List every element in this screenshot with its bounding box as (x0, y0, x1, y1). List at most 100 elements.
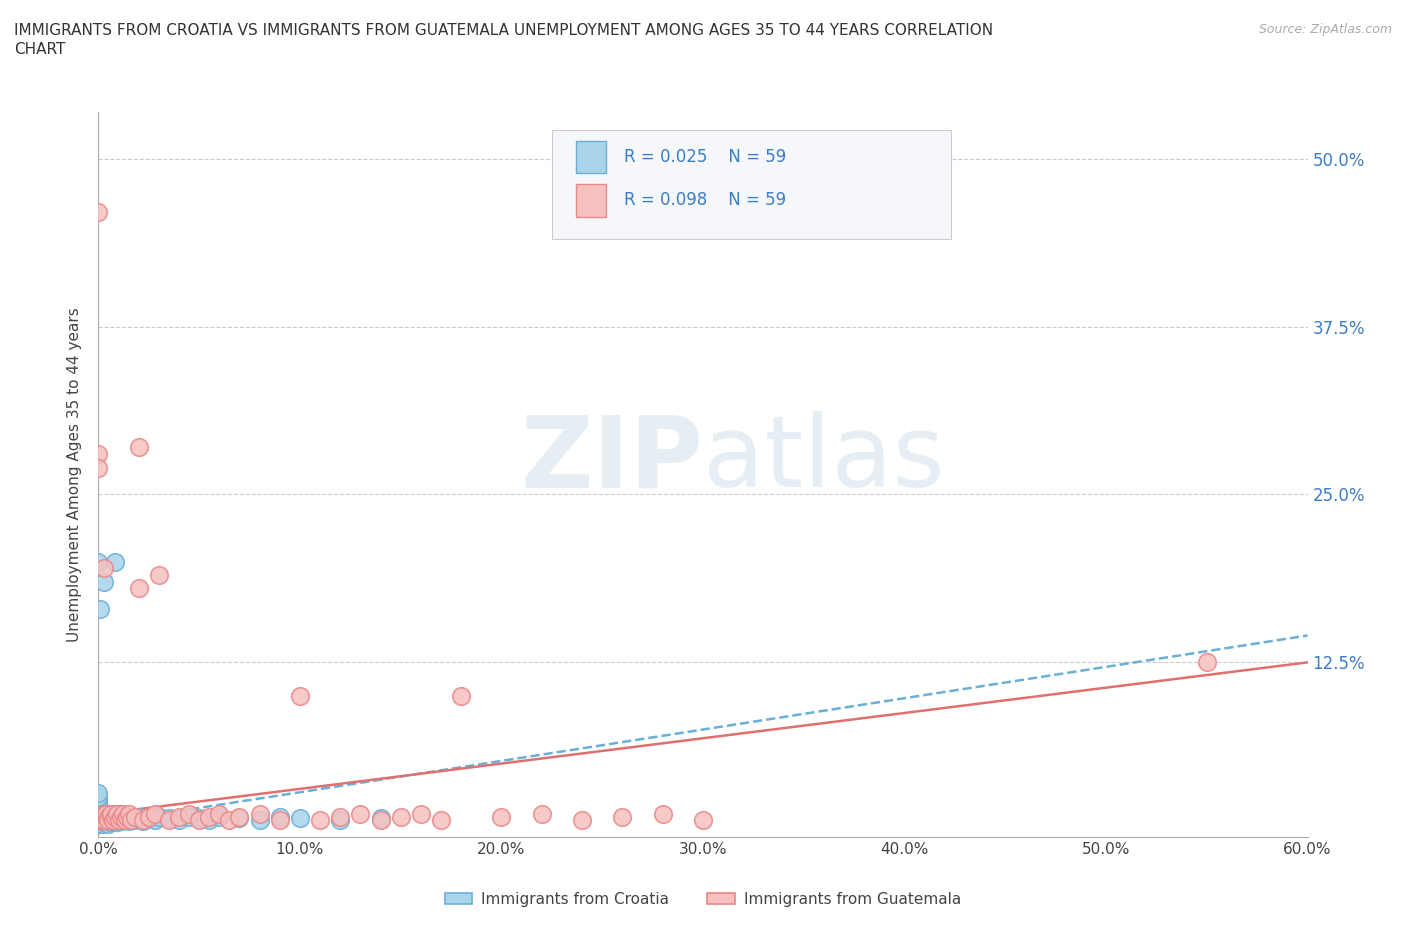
Point (288, 811, 311, 826)
Text: R = 0.025    N = 59: R = 0.025 N = 59 (624, 148, 786, 166)
Point (370, 811, 392, 826)
Point (93, 806, 115, 821)
Point (370, 812, 392, 827)
Point (309, 812, 332, 827)
Point (87, 817, 110, 831)
Point (100, 815, 122, 830)
Point (91, 812, 114, 827)
Point (269, 812, 291, 827)
Point (93, 575, 115, 590)
Point (91, 806, 114, 821)
Point (91, 817, 114, 831)
Point (228, 809, 250, 824)
Point (110, 809, 132, 824)
Point (105, 806, 128, 821)
Point (188, 812, 211, 827)
Point (208, 809, 231, 824)
Text: R = 0.098    N = 59: R = 0.098 N = 59 (624, 192, 786, 209)
Point (87, 803, 110, 817)
Point (132, 814, 155, 829)
Point (143, 806, 166, 821)
Point (228, 811, 250, 826)
Point (107, 806, 129, 821)
Point (612, 809, 634, 824)
Point (87, 799, 110, 814)
Point (96, 809, 118, 824)
Point (114, 812, 136, 827)
Text: ZIP: ZIP (520, 411, 703, 509)
Point (97, 812, 120, 827)
Point (132, 812, 155, 827)
Point (93, 812, 115, 827)
Point (128, 809, 150, 824)
Y-axis label: Unemployment Among Ages 35 to 44 years: Unemployment Among Ages 35 to 44 years (67, 307, 83, 642)
Point (105, 815, 128, 830)
Point (124, 812, 146, 827)
Point (107, 812, 129, 827)
Point (167, 812, 190, 827)
Point (288, 688, 311, 703)
Point (218, 812, 240, 827)
Point (93, 815, 115, 830)
Text: IMMIGRANTS FROM CROATIA VS IMMIGRANTS FROM GUATEMALA UNEMPLOYMENT AMONG AGES 35 : IMMIGRANTS FROM CROATIA VS IMMIGRANTS FR… (14, 23, 993, 38)
Point (107, 812, 129, 827)
Point (91, 809, 114, 824)
Point (93, 809, 115, 824)
Point (128, 440, 150, 455)
Point (93, 561, 115, 576)
Point (120, 812, 142, 827)
Point (143, 812, 166, 827)
Point (96, 814, 118, 829)
Point (110, 814, 132, 829)
Point (96, 806, 118, 821)
Point (100, 809, 122, 824)
Point (101, 812, 124, 827)
Point (179, 806, 201, 821)
Point (269, 809, 291, 824)
Point (101, 814, 124, 829)
Point (111, 811, 134, 826)
Point (87, 806, 110, 821)
Point (692, 812, 714, 827)
FancyBboxPatch shape (576, 140, 606, 173)
Point (118, 814, 141, 829)
FancyBboxPatch shape (551, 130, 950, 239)
Point (120, 811, 142, 826)
Point (111, 806, 134, 821)
Point (114, 812, 136, 827)
Point (103, 554, 125, 569)
Point (430, 812, 453, 827)
Point (96, 806, 118, 821)
Point (198, 809, 221, 824)
Point (409, 806, 432, 821)
Point (89, 809, 111, 824)
Text: CHART: CHART (14, 42, 66, 57)
Point (148, 809, 170, 824)
Point (571, 812, 593, 827)
Point (89, 601, 111, 616)
Point (97, 817, 120, 831)
Point (249, 806, 271, 821)
Point (89, 814, 111, 829)
Point (89, 817, 111, 831)
Point (179, 809, 201, 824)
Point (349, 806, 371, 821)
Point (89, 812, 111, 827)
Point (157, 811, 180, 826)
Point (87, 796, 110, 811)
Point (100, 809, 122, 824)
Point (115, 809, 138, 824)
Point (91, 812, 114, 827)
Text: Source: ZipAtlas.com: Source: ZipAtlas.com (1258, 23, 1392, 36)
Point (148, 567, 170, 582)
Point (138, 809, 160, 824)
Point (87, 446, 110, 461)
Point (167, 809, 190, 824)
Point (87, 205, 110, 219)
Point (157, 812, 180, 827)
Point (115, 809, 138, 824)
Point (100, 806, 122, 821)
Point (97, 809, 120, 824)
Point (87, 812, 110, 827)
Point (530, 806, 553, 821)
